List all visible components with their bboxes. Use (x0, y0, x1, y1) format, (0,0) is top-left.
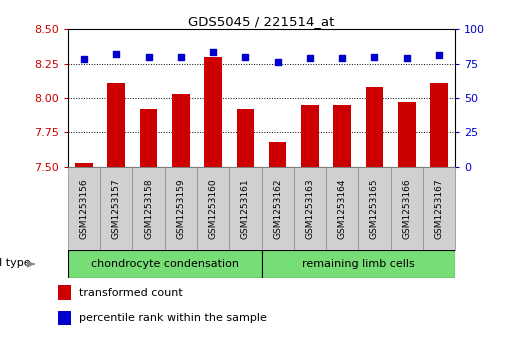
Bar (423, 167, 455, 250)
Text: transformed count: transformed count (79, 287, 183, 298)
Point (112, 51, 120, 57)
Point (435, 52, 443, 58)
Text: GSM1253157: GSM1253157 (112, 178, 121, 239)
Point (80, 57, 88, 62)
Bar (333, 105, 351, 167)
Bar (398, 102, 415, 167)
Point (177, 54, 185, 60)
Bar (165, 167, 197, 250)
Bar (430, 83, 448, 167)
Bar (108, 83, 125, 167)
Text: GSM1253158: GSM1253158 (144, 178, 153, 239)
Bar (68, 167, 100, 250)
Bar (366, 87, 383, 167)
Text: GSM1253163: GSM1253163 (305, 178, 314, 239)
Bar (326, 167, 358, 250)
Text: GSM1253159: GSM1253159 (176, 178, 185, 239)
Point (209, 50, 218, 56)
Bar (58, 311, 72, 325)
Bar (132, 167, 165, 250)
Text: GSM1253160: GSM1253160 (209, 178, 218, 239)
Bar (236, 109, 254, 167)
Text: chondrocyte condensation: chondrocyte condensation (91, 259, 238, 269)
Bar (140, 109, 157, 167)
Text: remaining limb cells: remaining limb cells (302, 259, 415, 269)
Bar (75, 163, 93, 167)
Point (305, 55, 314, 61)
Bar (262, 250, 455, 278)
Title: GDS5045 / 221514_at: GDS5045 / 221514_at (188, 15, 335, 28)
Bar (172, 94, 190, 167)
Text: percentile rank within the sample: percentile rank within the sample (79, 313, 267, 323)
Bar (68, 250, 262, 278)
Bar (269, 142, 287, 167)
Text: GSM1253161: GSM1253161 (241, 178, 250, 239)
Bar (204, 57, 222, 167)
Bar (391, 167, 423, 250)
Bar (58, 285, 72, 300)
Point (338, 55, 346, 61)
Point (274, 59, 282, 65)
Text: GSM1253164: GSM1253164 (338, 179, 347, 239)
Bar (197, 167, 229, 250)
Bar (100, 167, 132, 250)
Point (370, 54, 379, 60)
Bar (229, 167, 262, 250)
Point (144, 54, 153, 60)
Text: GSM1253167: GSM1253167 (435, 178, 444, 239)
Text: GSM1253165: GSM1253165 (370, 178, 379, 239)
Text: GSM1253162: GSM1253162 (273, 179, 282, 239)
Bar (294, 167, 326, 250)
Text: cell type: cell type (0, 258, 31, 268)
Bar (262, 167, 294, 250)
Point (403, 55, 411, 61)
Bar (358, 167, 391, 250)
Text: GSM1253156: GSM1253156 (79, 178, 88, 239)
Text: GSM1253166: GSM1253166 (402, 178, 411, 239)
Bar (301, 105, 319, 167)
Point (241, 54, 249, 60)
